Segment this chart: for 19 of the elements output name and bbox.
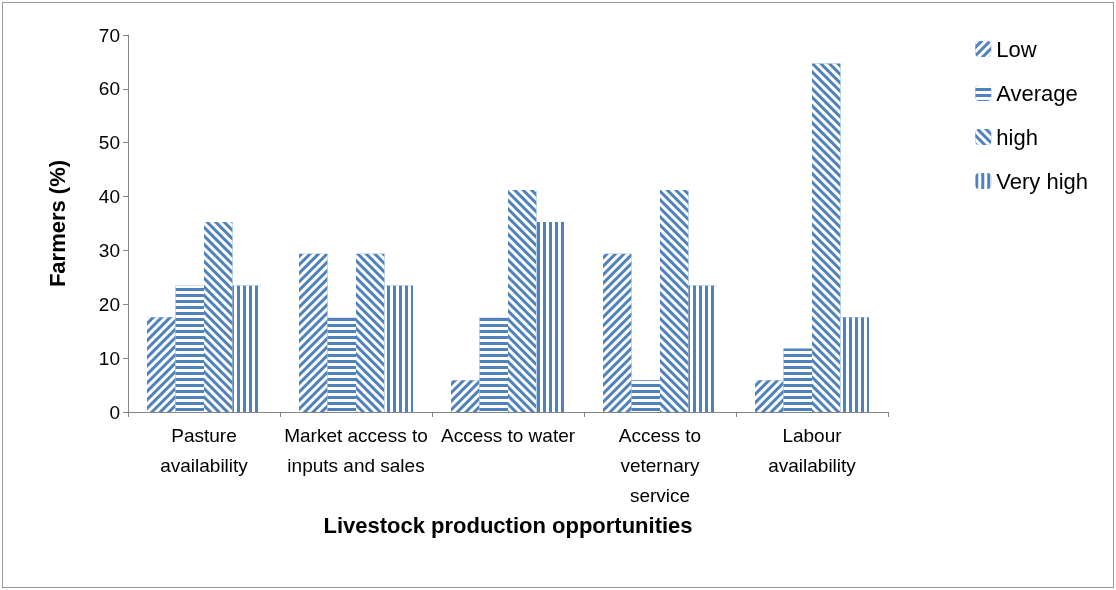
legend-label: Very high xyxy=(996,168,1089,194)
y-tick-label: 0 xyxy=(109,401,120,423)
legend-label: Average xyxy=(996,80,1078,106)
x-tick-label: Access to water xyxy=(440,424,576,446)
x-axis-title: Livestock production opportunities xyxy=(323,513,693,539)
y-axis-title: Farmers (%) xyxy=(44,159,70,288)
x-tick-label: Access to veternary service xyxy=(618,424,702,506)
x-tick-label: Pasture availability xyxy=(160,424,249,476)
legend-label: high xyxy=(996,124,1038,150)
x-tick-label: Labour availability xyxy=(768,424,857,476)
x-tick-label: Market access to inputs and sales xyxy=(284,424,428,476)
y-tick-label: 20 xyxy=(98,293,120,315)
y-tick-label: 30 xyxy=(98,239,120,261)
y-tick-label: 60 xyxy=(98,78,120,100)
y-tick-label: 10 xyxy=(98,347,120,369)
y-tick-label: 40 xyxy=(98,186,120,208)
y-tick-label: 70 xyxy=(98,24,120,46)
legend-label: Low xyxy=(996,36,1037,62)
y-tick-label: 50 xyxy=(98,132,120,154)
